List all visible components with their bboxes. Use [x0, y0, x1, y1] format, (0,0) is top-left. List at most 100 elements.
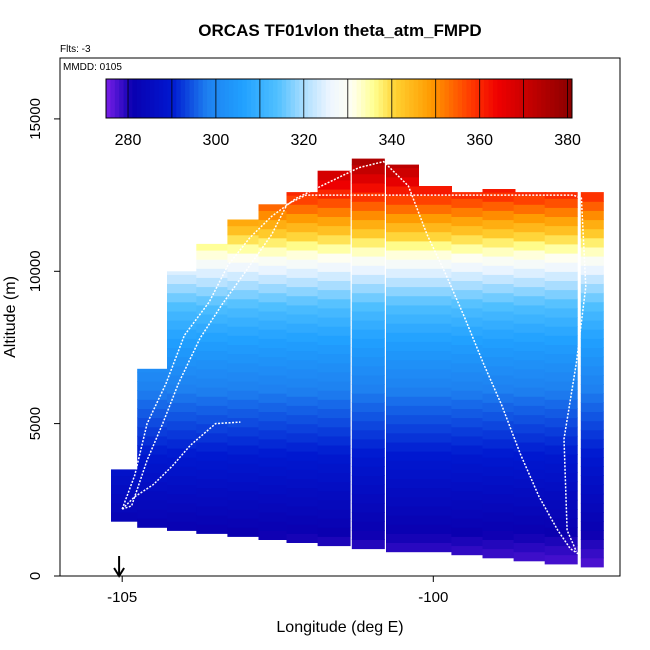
heatmap-cell: [513, 304, 547, 315]
heatmap-cell: [317, 381, 351, 391]
heatmap-cell: [580, 338, 604, 348]
heatmap-cell: [137, 408, 171, 419]
heatmap-cell: [544, 317, 578, 327]
heatmap-cell: [386, 204, 419, 214]
colorbar-tick-label: 280: [115, 132, 142, 149]
heatmap-cell: [580, 265, 604, 275]
heatmap-cell: [351, 502, 385, 513]
heatmap-cell: [317, 234, 351, 245]
heatmap-cell: [258, 521, 292, 531]
heatmap-cell: [286, 487, 320, 498]
colorbar-segment: [378, 79, 384, 118]
heatmap-cell: [317, 289, 351, 300]
colorbar-segment: [255, 79, 261, 118]
colorbar-segment: [325, 79, 331, 118]
heatmap-cell: [137, 381, 171, 391]
heatmap-cell: [196, 469, 230, 480]
heatmap-cell: [451, 326, 485, 336]
colorbar-segment: [510, 79, 516, 118]
heatmap-cell: [317, 509, 351, 519]
heatmap-cell: [513, 314, 547, 324]
heatmap-cell: [317, 490, 351, 501]
heatmap-cell: [419, 396, 452, 406]
heatmap-cell: [351, 292, 385, 303]
heatmap-cell: [580, 548, 604, 559]
heatmap-cell: [317, 179, 351, 190]
heatmap-cell: [482, 265, 516, 275]
heatmap-cell: [351, 438, 385, 449]
heatmap-cell: [351, 310, 385, 321]
heatmap-cell: [317, 225, 351, 236]
heatmap-cell: [196, 268, 230, 278]
heatmap-cell: [544, 326, 578, 336]
heatmap-cell: [227, 381, 261, 391]
heatmap-cell: [351, 158, 385, 166]
heatmap-cell: [580, 356, 604, 367]
heatmap-cell: [227, 527, 261, 537]
heatmap-cell: [258, 420, 292, 431]
heatmap-cell: [386, 469, 419, 480]
heatmap-cell: [351, 429, 385, 440]
heatmap-cell: [513, 551, 547, 562]
heatmap-cell: [227, 335, 261, 345]
heatmap-cell: [317, 390, 351, 400]
heatmap-cell: [544, 198, 578, 208]
heatmap-cell: [317, 198, 351, 208]
heatmap-cell: [513, 240, 547, 251]
colorbar-segment: [545, 79, 551, 118]
heatmap-cell: [286, 295, 320, 306]
heatmap-cell: [137, 454, 171, 464]
heatmap-cell: [317, 262, 351, 272]
colorbar-segment: [435, 79, 441, 118]
heatmap-cell: [419, 286, 452, 297]
heatmap-cell: [580, 557, 604, 568]
y-axis: 0 5000 10000 15000: [27, 98, 60, 580]
colorbar-segment: [224, 79, 230, 118]
heatmap-cell: [544, 417, 578, 428]
colorbar-segment: [361, 79, 366, 118]
colorbar-segment: [123, 79, 129, 118]
heatmap-cell: [513, 195, 547, 205]
heatmap-cell: [544, 490, 578, 501]
heatmap-cell: [513, 259, 547, 269]
heatmap-cell: [258, 429, 292, 440]
heatmap-cell: [580, 246, 604, 257]
heatmap-cell: [419, 368, 452, 379]
heatmap-cell: [419, 505, 452, 516]
heatmap-cell: [386, 496, 419, 507]
heatmap-cell: [386, 451, 419, 461]
colorbar-segment: [400, 79, 406, 118]
heatmap-cell: [286, 524, 320, 534]
heatmap-cell: [258, 393, 292, 403]
heatmap-cell: [258, 329, 292, 339]
heatmap-cell: [137, 499, 171, 510]
colorbar-segment: [259, 79, 265, 118]
heatmap-cell: [580, 402, 604, 412]
heatmap-cell: [386, 350, 419, 361]
heatmap-cell: [317, 399, 351, 409]
colorbar-segment: [383, 79, 388, 118]
heatmap-cell: [580, 457, 604, 467]
heatmap-cell: [386, 240, 419, 251]
heatmap-cell: [451, 518, 485, 528]
colorbar-segment: [321, 79, 327, 118]
heatmap-cell: [227, 509, 261, 519]
heatmap-cell: [167, 347, 200, 358]
heatmap-cell: [513, 359, 547, 370]
heatmap-cell: [580, 493, 604, 504]
heatmap-cell: [167, 271, 200, 275]
colorbar-segment: [343, 79, 349, 118]
heatmap-cell: [111, 512, 144, 522]
heatmap-cell: [317, 472, 351, 483]
heatmap-cell: [544, 307, 578, 318]
heatmap-cell: [386, 460, 419, 470]
colorbar-segment: [106, 79, 111, 118]
heatmap-cell: [258, 228, 292, 239]
heatmap-cell: [580, 301, 604, 312]
colorbar-segment: [215, 79, 221, 118]
heatmap-cell: [258, 384, 292, 394]
heatmap-cell: [167, 438, 200, 449]
heatmap-cell: [513, 487, 547, 498]
heatmap-cell: [513, 515, 547, 525]
heatmap-cell: [258, 210, 292, 221]
